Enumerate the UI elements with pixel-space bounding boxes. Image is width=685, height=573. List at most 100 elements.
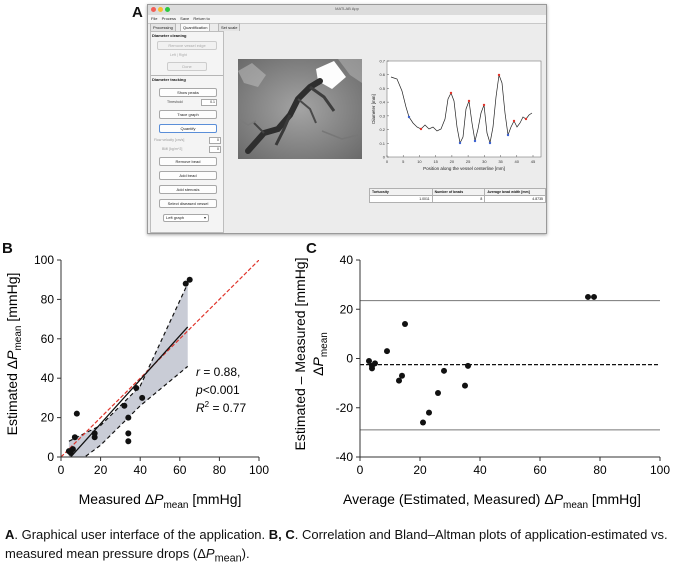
y-tick-label: -20 bbox=[336, 401, 354, 415]
diameter-y-tick-label: 0.3 bbox=[379, 113, 385, 118]
diameter-y-tick-label: 0.1 bbox=[379, 141, 385, 146]
angiogram-image bbox=[238, 59, 362, 159]
data-point bbox=[420, 419, 426, 426]
x-tick-label: 100 bbox=[249, 463, 269, 477]
data-point bbox=[369, 365, 375, 372]
data-point bbox=[402, 321, 408, 328]
diameter-x-tick-label: 0 bbox=[386, 159, 389, 164]
results-table-header: Tortuosity Number of beads Average bead … bbox=[369, 188, 546, 196]
diameter-y-tick-label: 0.5 bbox=[379, 86, 385, 91]
y-tick-label: 20 bbox=[41, 411, 55, 425]
confidence-band bbox=[68, 283, 188, 457]
diameter-x-tick-label: 10 bbox=[417, 159, 422, 164]
valley-marker bbox=[407, 115, 411, 119]
show-peaks-button[interactable]: Show peaks bbox=[159, 88, 217, 97]
y-tick-label: 40 bbox=[340, 253, 354, 267]
menu-process[interactable]: Process bbox=[161, 16, 177, 21]
caption-text-a: . Graphical user interface of the applic… bbox=[14, 527, 269, 542]
x-tick-label: 40 bbox=[134, 463, 148, 477]
tab-set-scale[interactable]: Set scale bbox=[218, 23, 241, 31]
section-divider bbox=[151, 75, 223, 76]
panel-label-a: A bbox=[132, 4, 143, 21]
left-right-label: Left | Right bbox=[170, 53, 187, 57]
diameter-y-tick-label: 0 bbox=[383, 155, 386, 160]
trace-graph-button[interactable]: Trace graph bbox=[159, 110, 217, 119]
menu-save[interactable]: Save bbox=[180, 16, 190, 21]
maximize-window-button[interactable] bbox=[165, 7, 170, 12]
diameter-x-tick-label: 35 bbox=[498, 159, 503, 164]
graph-select[interactable]: Left graph ▾ bbox=[163, 214, 209, 222]
y-tick-label: 100 bbox=[34, 253, 54, 267]
caption-letter-a: A bbox=[5, 527, 15, 542]
data-point bbox=[399, 372, 405, 379]
select-diseased-vessel-button[interactable]: Select diseased vessel bbox=[159, 199, 217, 208]
tab-quantification[interactable]: Quantification bbox=[180, 23, 211, 31]
data-point bbox=[366, 357, 372, 364]
graph-select-value: Left graph bbox=[166, 215, 185, 220]
threshold-input[interactable]: 0.1 bbox=[201, 99, 217, 106]
x-tick-label: 100 bbox=[650, 463, 670, 477]
remove-bead-button[interactable]: Remove bead bbox=[159, 157, 217, 166]
diameter-y-tick-label: 0.7 bbox=[379, 59, 385, 64]
quantify-button[interactable]: Quantify bbox=[159, 124, 217, 133]
bland-altman-plot: 0 20 40 60 80 100 -40 -20 0 20 40 Estimated – Meas… bbox=[292, 253, 671, 511]
peak-marker bbox=[467, 99, 471, 103]
confidence-band-lower-line bbox=[83, 365, 189, 457]
flow-velocity-input[interactable]: 0 bbox=[209, 137, 221, 144]
panel-label-b: B bbox=[2, 240, 13, 257]
correlation-plot: 0 20 40 60 80 100 0 20 40 60 80 100 Estimated ΔPmea… bbox=[4, 253, 269, 511]
add-bead-button[interactable]: Add bead bbox=[159, 171, 217, 180]
control-sidebar: Diameter cleaning Remove vessel edge Lef… bbox=[150, 31, 224, 233]
peak-marker bbox=[482, 103, 486, 107]
diameter-plot-group: 0 0.1 0.2 0.3 0.4 0.5 0.6 0.7 0 5 10 15 20 25 30 35 40 45… bbox=[371, 59, 542, 171]
data-point bbox=[125, 414, 132, 421]
data-point bbox=[426, 409, 432, 416]
data-point bbox=[139, 394, 146, 401]
figure-caption: A. Graphical user interface of the appli… bbox=[5, 525, 683, 569]
value-average-bead-width: 4.8735 bbox=[484, 195, 546, 203]
valley-marker bbox=[506, 133, 510, 137]
data-point bbox=[441, 367, 447, 374]
data-point bbox=[384, 348, 390, 355]
diameter-x-tick-label: 45 bbox=[531, 159, 536, 164]
remove-vessel-edge-button[interactable]: Remove vessel edge bbox=[157, 41, 217, 50]
peak-marker bbox=[449, 91, 453, 95]
x-tick-label: 20 bbox=[94, 463, 108, 477]
results-table: Tortuosity Number of beads Average bead … bbox=[369, 188, 546, 203]
diameter-plot: 0 0.1 0.2 0.3 0.4 0.5 0.6 0.7 0 5 10 15 20 25 30 35 40 45… bbox=[371, 59, 542, 171]
minimize-window-button[interactable] bbox=[158, 7, 163, 12]
data-point bbox=[121, 402, 128, 409]
data-point bbox=[133, 385, 140, 392]
caption-var: P bbox=[205, 546, 215, 561]
y-tick-label: 0 bbox=[346, 352, 353, 366]
caption-text-bc: . Correlation and Bland–Altman plots of … bbox=[5, 527, 668, 561]
diameter-x-tick-label: 25 bbox=[466, 159, 471, 164]
data-point bbox=[186, 276, 193, 283]
data-point bbox=[591, 293, 597, 300]
done-button[interactable]: Done bbox=[167, 62, 207, 71]
close-window-button[interactable] bbox=[151, 7, 156, 12]
tab-processing[interactable]: Processing bbox=[150, 23, 176, 31]
data-point bbox=[462, 382, 468, 389]
x-tick-label: 0 bbox=[58, 463, 65, 477]
data-point bbox=[372, 360, 378, 367]
diameter-x-axis-label: Position along the vessel centerline [mm… bbox=[423, 166, 505, 171]
bmi-input[interactable]: 0 bbox=[209, 146, 221, 153]
correlation-stat-r: r = 0.88, bbox=[196, 365, 240, 379]
correlation-data-area bbox=[61, 260, 259, 457]
bland-altman-plot-group: 0 20 40 60 80 100 -40 -20 0 20 40 bbox=[336, 253, 671, 477]
angiogram-graphic bbox=[238, 59, 362, 159]
peak-marker bbox=[512, 119, 516, 123]
add-stenosis-button[interactable]: Add stenosis bbox=[159, 185, 217, 194]
window-title: MATLAB App bbox=[335, 6, 359, 11]
menu-return-to[interactable]: Return to bbox=[193, 16, 210, 21]
x-tick-label: 60 bbox=[173, 463, 187, 477]
bmi-label: BMI [kg/m^2] bbox=[162, 147, 183, 151]
x-tick-label: 20 bbox=[413, 463, 427, 477]
correlation-plot-group: 0 20 40 60 80 100 0 20 40 60 80 100 bbox=[34, 253, 269, 477]
regression-line bbox=[69, 326, 189, 457]
diameter-y-tick-label: 0.4 bbox=[379, 100, 385, 105]
data-point bbox=[585, 293, 591, 300]
bland-altman-y-axis-label-line2: ΔPmean bbox=[310, 332, 330, 376]
menu-file[interactable]: File bbox=[151, 16, 158, 21]
